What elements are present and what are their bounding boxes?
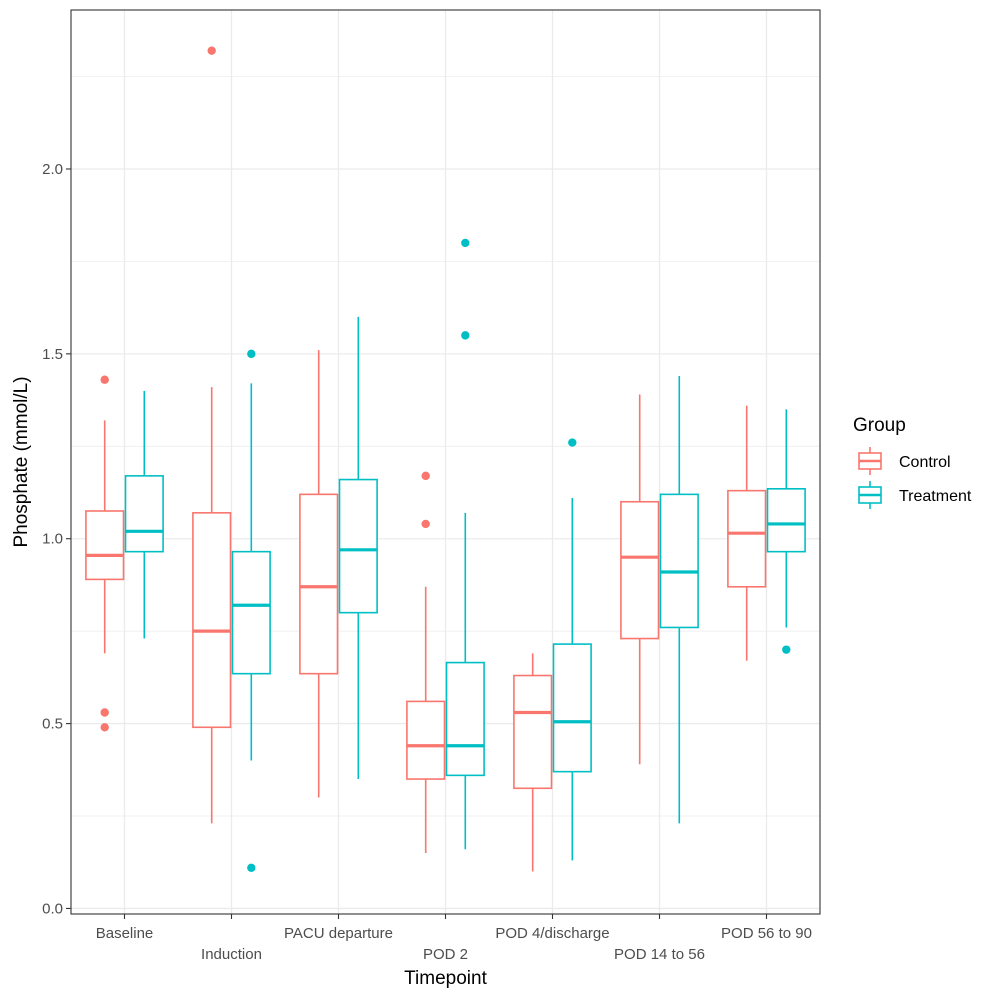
x-tick-label: Induction: [201, 946, 262, 963]
outlier-point: [100, 723, 109, 732]
iqr-box: [406, 700, 446, 780]
box-control-5: [513, 653, 553, 872]
axis-layer: 0.0 0.5 1.0 1.5 2.0 Baseline Induction PACU dep…: [42, 161, 812, 963]
iqr-box: [766, 488, 806, 553]
y-tick-label: 0.0: [42, 900, 63, 917]
box-treatment-6: [659, 376, 699, 824]
box-treatment-4: [445, 238, 485, 850]
iqr-box: [620, 500, 660, 640]
outlier-point: [568, 438, 577, 447]
box-control-1: [85, 375, 125, 732]
grid-layer: [71, 10, 820, 914]
outlier-point: [100, 375, 109, 384]
y-tick-label: 2.0: [42, 161, 63, 178]
y-tick-label: 1.5: [42, 346, 63, 363]
box-layer: [85, 46, 806, 872]
iqr-box: [727, 489, 767, 588]
iqr-box: [513, 674, 553, 790]
legend-item-treatment: Treatment: [858, 481, 972, 509]
outlier-point: [782, 645, 791, 654]
legend-items: Control Treatment: [858, 447, 972, 509]
box-control-6: [620, 394, 660, 765]
outlier-point: [100, 708, 109, 717]
iqr-box: [124, 475, 164, 553]
iqr-box: [231, 550, 271, 675]
x-tick-label: PACU departure: [284, 925, 393, 942]
iqr-box: [299, 493, 339, 675]
box-control-2: [192, 46, 232, 824]
legend-item-control: Control: [858, 447, 951, 475]
x-axis-title: Timepoint: [404, 968, 487, 989]
box-treatment-7: [766, 409, 806, 654]
x-tick-label: Baseline: [96, 925, 154, 942]
legend-title: Group: [853, 415, 906, 436]
legend-label: Control: [899, 454, 951, 471]
x-tick-label: POD 14 to 56: [614, 946, 705, 963]
y-tick-label: 1.0: [42, 531, 63, 548]
outlier-point: [421, 519, 430, 529]
y-axis-title: Phosphate (mmol/L): [11, 376, 32, 547]
iqr-box: [445, 661, 485, 777]
outlier-point: [421, 471, 430, 481]
iqr-box: [552, 643, 592, 773]
outlier-point: [461, 238, 470, 248]
box-control-4: [406, 471, 446, 853]
x-tick-label: POD 56 to 90: [721, 925, 812, 942]
iqr-box: [338, 478, 378, 614]
box-treatment-1: [124, 390, 164, 639]
outlier-point: [247, 349, 256, 359]
box-control-3: [299, 350, 339, 798]
box-treatment-5: [552, 438, 592, 861]
x-tick-label: POD 2: [423, 946, 468, 963]
legend: Group Control Treatment: [853, 415, 972, 509]
iqr-box: [659, 493, 699, 629]
outlier-point: [461, 331, 470, 340]
box-treatment-2: [231, 349, 271, 872]
box-control-7: [727, 405, 767, 661]
legend-label: Treatment: [899, 488, 972, 505]
outlier-point: [247, 863, 256, 872]
y-tick-label: 0.5: [42, 716, 63, 733]
outlier-point: [207, 46, 216, 55]
box-treatment-3: [338, 316, 378, 780]
iqr-box: [192, 512, 232, 729]
x-tick-label: POD 4/discharge: [495, 925, 609, 942]
iqr-box: [85, 510, 125, 581]
